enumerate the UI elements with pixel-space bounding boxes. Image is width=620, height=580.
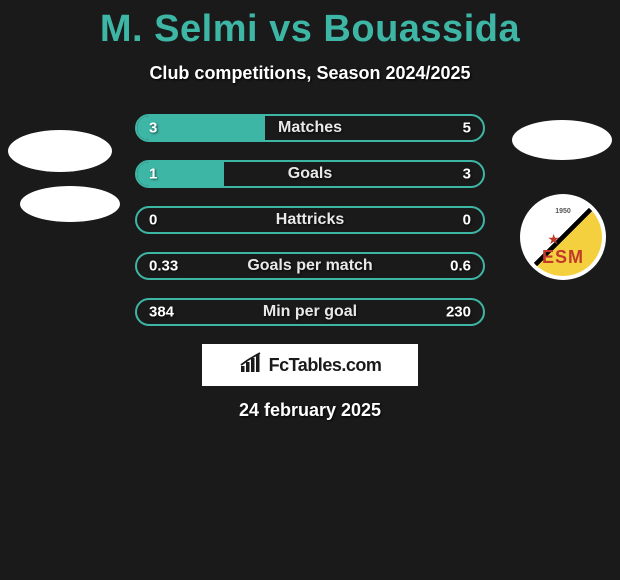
stat-value-right: 3 bbox=[463, 166, 471, 183]
stat-value-right: 0 bbox=[463, 212, 471, 229]
subtitle: Club competitions, Season 2024/2025 bbox=[0, 63, 620, 84]
stat-value-left: 1 bbox=[149, 166, 157, 183]
stat-row-min-per-goal: 384 Min per goal 230 bbox=[135, 298, 485, 326]
comparison-card: M. Selmi vs Bouassida Club competitions,… bbox=[0, 0, 620, 421]
badge-text: ESM bbox=[542, 247, 584, 268]
club-badge-esm: 1950 ★ ESM bbox=[524, 198, 602, 276]
stat-label: Matches bbox=[278, 119, 342, 137]
stat-row-hattricks: 0 Hattricks 0 bbox=[135, 206, 485, 234]
stat-value-left: 0.33 bbox=[149, 258, 178, 275]
footer-date: 24 february 2025 bbox=[0, 400, 620, 421]
brand-text: FcTables.com bbox=[269, 355, 382, 376]
stat-label: Hattricks bbox=[276, 211, 344, 229]
stat-value-right: 230 bbox=[446, 304, 471, 321]
page-title: M. Selmi vs Bouassida bbox=[0, 8, 620, 51]
stats-block: 3 Matches 5 1 Goals 3 0 Hattricks 0 0. bbox=[135, 114, 485, 326]
stat-label: Min per goal bbox=[263, 303, 357, 321]
stat-value-left: 3 bbox=[149, 120, 157, 137]
player1-avatar bbox=[8, 130, 112, 172]
stat-value-right: 0.6 bbox=[450, 258, 471, 275]
stat-row-goals-per-match: 0.33 Goals per match 0.6 bbox=[135, 252, 485, 280]
chart-icon bbox=[239, 352, 263, 379]
stat-value-left: 0 bbox=[149, 212, 157, 229]
badge-year: 1950 bbox=[555, 208, 571, 215]
player1-club-logo bbox=[20, 186, 120, 222]
brand-banner: FcTables.com bbox=[202, 344, 418, 386]
comparison-area: 1950 ★ ESM 3 Matches 5 1 Goals 3 bbox=[0, 114, 620, 421]
stat-label: Goals per match bbox=[247, 257, 372, 275]
stat-row-matches: 3 Matches 5 bbox=[135, 114, 485, 142]
stat-row-goals: 1 Goals 3 bbox=[135, 160, 485, 188]
player2-avatar bbox=[512, 120, 612, 160]
stat-label: Goals bbox=[288, 165, 332, 183]
stat-value-right: 5 bbox=[463, 120, 471, 137]
badge-star-icon: ★ bbox=[547, 231, 560, 248]
player2-club-badge: 1950 ★ ESM bbox=[520, 194, 606, 280]
stat-value-left: 384 bbox=[149, 304, 174, 321]
